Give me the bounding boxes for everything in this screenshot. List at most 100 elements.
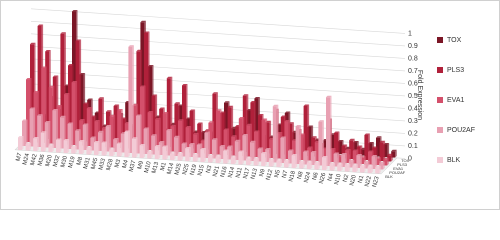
bar: [72, 11, 76, 137]
bar: [227, 107, 232, 151]
bar-side: [170, 129, 172, 156]
bar-top: [86, 146, 92, 149]
bar: [330, 149, 334, 162]
bar: [299, 162, 304, 169]
bar-top: [144, 31, 150, 33]
y-tick-label: 0.1: [408, 143, 418, 150]
bar-top: [177, 152, 184, 155]
depth-label: BLK: [385, 174, 393, 179]
bar-top: [250, 140, 256, 143]
bar-top: [109, 148, 115, 150]
bar: [242, 95, 247, 152]
bar: [29, 109, 34, 147]
bar-top: [291, 154, 298, 156]
x-tick-label: N8: [297, 170, 305, 180]
x-tick-label: N1: [358, 174, 366, 184]
bar-top: [311, 136, 317, 138]
bar-top: [234, 139, 241, 142]
bar-top: [106, 110, 112, 112]
bar-top: [166, 129, 172, 131]
bar-top: [174, 135, 180, 138]
bar-top: [37, 114, 43, 116]
bar: [257, 149, 262, 162]
bar-top: [185, 126, 192, 128]
bar: [33, 138, 38, 151]
bar-side: [356, 164, 358, 172]
bar-side: [250, 157, 252, 165]
x-tick-label: M14: [167, 162, 176, 175]
bar: [98, 132, 102, 151]
bar-top: [303, 104, 310, 106]
y-tick-label: 0.7: [408, 68, 418, 75]
bar-side: [333, 162, 336, 171]
x-tick-label: M24: [22, 152, 31, 165]
bar-side: [98, 141, 100, 155]
bar-top: [238, 150, 244, 152]
bar: [132, 105, 137, 149]
bar-side: [75, 81, 78, 145]
bar: [90, 117, 95, 142]
bar: [272, 106, 277, 163]
bar-side: [242, 150, 244, 165]
bar: [383, 144, 388, 157]
bar-top: [117, 109, 123, 111]
bar-top: [94, 141, 100, 143]
bar-top: [139, 144, 146, 146]
bar-side: [44, 131, 47, 152]
bar-top: [185, 147, 191, 149]
bar-side: [82, 140, 85, 154]
bar-top: [170, 152, 176, 154]
bar: [33, 92, 38, 143]
bar-top: [341, 144, 348, 146]
bar-side: [128, 130, 130, 157]
x-tick-label: M32: [53, 154, 62, 167]
bar-top: [368, 150, 374, 152]
bar: [90, 138, 95, 151]
bar-top: [128, 45, 134, 47]
bar: [212, 139, 216, 159]
bar: [147, 112, 152, 150]
bar-top: [231, 135, 237, 137]
bar-side: [234, 156, 237, 164]
bar: [280, 117, 285, 155]
depth-label: EVA1: [393, 166, 404, 171]
bar-side: [166, 145, 168, 160]
bar: [223, 130, 228, 155]
bar-top: [45, 50, 51, 52]
chart: 0 0.1 0.2 0.3 0.4 0.5 0.6 0.7 0.8 0.9 1 M7M24M42M36…: [0, 0, 500, 210]
bar-side: [383, 140, 386, 161]
bar: [341, 154, 346, 167]
grid-line: [30, 71, 406, 97]
bar: [246, 125, 251, 157]
bar: [307, 148, 312, 161]
bar: [314, 142, 319, 161]
bar: [250, 142, 254, 161]
grid-line: [30, 58, 406, 84]
bar: [48, 87, 53, 144]
bar: [372, 148, 376, 161]
bar: [26, 79, 30, 142]
x-tick-label: M4: [122, 159, 130, 169]
bar: [242, 135, 247, 161]
bar-top: [72, 10, 78, 12]
bar: [258, 115, 262, 153]
bar-top: [22, 119, 28, 121]
bar: [223, 151, 228, 164]
bar-top: [379, 140, 386, 143]
bar-top: [216, 109, 222, 111]
bar: [337, 156, 342, 163]
bar: [322, 140, 327, 153]
bar: [48, 145, 53, 152]
bar-side: [303, 160, 305, 169]
bar-side: [75, 145, 77, 154]
bar: [56, 140, 60, 153]
bar: [261, 153, 266, 166]
depth-label: PLS3: [397, 162, 408, 167]
bar-top: [276, 159, 282, 161]
x-tick-label: M28: [106, 158, 115, 171]
bar: [387, 155, 392, 162]
bar-side: [246, 134, 248, 161]
bar: [178, 120, 182, 152]
bar-side: [56, 109, 58, 148]
bar: [45, 51, 50, 139]
